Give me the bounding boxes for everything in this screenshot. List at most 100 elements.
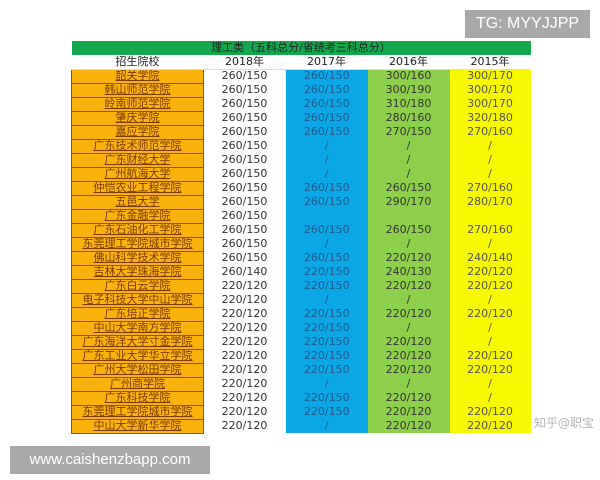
- table-row: 韶关学院 260/150 260/150 300/160 300/170: [71, 68, 531, 84]
- school-name: 电子科技大学中山学院: [71, 292, 204, 308]
- score-2017: /: [285, 377, 368, 391]
- table-row: 肇庆学院 260/150 260/150 280/160 320/180: [71, 110, 531, 126]
- score-2015: 300/170: [449, 97, 531, 111]
- score-2017: /: [285, 293, 368, 307]
- school-name: 韶关学院: [71, 68, 204, 84]
- score-2018: 220/120: [203, 335, 286, 349]
- score-2015: /: [449, 321, 531, 335]
- table-row: 吉林大学珠海学院 260/140 220/150 240/130 220/120: [71, 264, 531, 280]
- score-2016: 220/120: [367, 391, 450, 405]
- score-2016: 280/160: [367, 111, 450, 125]
- table-row: 广东海洋大学寸金学院 220/120 220/150 220/120/: [71, 334, 531, 350]
- table-row: 韩山师范学院 260/150 260/150 300/190 300/170: [71, 82, 531, 98]
- score-2015: 220/120: [449, 363, 531, 377]
- score-2015: /: [449, 377, 531, 391]
- site-url-label: www.caishenzbapp.com: [10, 446, 210, 474]
- table-row: 东莞理工学院城市学院 220/120 220/150 220/120 220/120: [71, 404, 531, 420]
- table-row: 广东工业大学华立学院 220/120 220/150 220/120 220/120: [71, 348, 531, 364]
- header-2018: 2018年: [203, 55, 286, 70]
- score-2016: 260/150: [367, 223, 450, 237]
- score-2016: /: [367, 153, 450, 167]
- zhihu-watermark: 知乎@职宝: [534, 416, 595, 430]
- score-2016: 270/150: [367, 125, 450, 139]
- score-2016: 300/160: [367, 69, 450, 83]
- score-2018: 260/150: [203, 181, 286, 195]
- table-row: 广东技术师范学院 260/150// /: [71, 138, 531, 154]
- score-2017: 260/150: [285, 181, 368, 195]
- school-name: 广东财经大学: [71, 152, 204, 168]
- score-2017: /: [285, 167, 368, 181]
- score-2015: 320/180: [449, 111, 531, 125]
- score-2018: 260/150: [203, 195, 286, 209]
- score-2018: 220/120: [203, 391, 286, 405]
- score-2015: 220/120: [449, 279, 531, 293]
- score-2015: 220/120: [449, 349, 531, 363]
- table-row: 广东科技学院 220/120 220/150 220/120/: [71, 390, 531, 406]
- score-2018: 220/120: [203, 279, 286, 293]
- school-name: 广东技术师范学院: [71, 138, 204, 154]
- score-2016: /: [367, 293, 450, 307]
- score-2016: 290/170: [367, 195, 450, 209]
- score-2016: 220/120: [367, 251, 450, 265]
- score-2017: 260/150: [285, 195, 368, 209]
- score-2017: 220/150: [285, 391, 368, 405]
- table-row: 五邑大学 260/150 260/150 290/170 280/170: [71, 194, 531, 210]
- table-row: 广州航海大学 260/150// /: [71, 166, 531, 182]
- score-2015: /: [449, 139, 531, 153]
- score-2016: /: [367, 377, 450, 391]
- school-name: 吉林大学珠海学院: [71, 264, 204, 280]
- score-2015: /: [449, 335, 531, 349]
- score-2017: 260/150: [285, 69, 368, 83]
- score-2017: 220/150: [285, 349, 368, 363]
- school-name: 岭南师范学院: [71, 96, 204, 112]
- score-2017: 220/150: [285, 307, 368, 321]
- score-2016: /: [367, 237, 450, 251]
- score-2015: 300/170: [449, 83, 531, 97]
- table-row: 广州商学院 220/120// /: [71, 376, 531, 392]
- table-row: 中山大学新华学院 220/120/220/120 220/120: [71, 418, 531, 434]
- table-row: 岭南师范学院 260/150 260/150 310/180 300/170: [71, 96, 531, 112]
- school-name: 五邑大学: [71, 194, 204, 210]
- score-2018: 260/150: [203, 209, 286, 223]
- score-2017: /: [285, 419, 368, 433]
- score-2017: 220/150: [285, 363, 368, 377]
- score-2015: 270/160: [449, 125, 531, 139]
- score-2018: 260/150: [203, 167, 286, 181]
- score-2015: 280/170: [449, 195, 531, 209]
- score-2018: 260/150: [203, 125, 286, 139]
- score-2016: 220/120: [367, 307, 450, 321]
- admission-score-table: 理工类（五科总分/省统考三科总分） 招生院校 2018年 2017年 2016年…: [71, 41, 531, 434]
- score-2018: 220/120: [203, 419, 286, 433]
- table-row: 广东财经大学 260/150// /: [71, 152, 531, 168]
- score-2018: 260/150: [203, 97, 286, 111]
- score-2018: 220/120: [203, 307, 286, 321]
- score-2018: 260/150: [203, 69, 286, 83]
- table-title-row: 理工类（五科总分/省统考三科总分）: [71, 41, 531, 55]
- score-2015: 220/120: [449, 405, 531, 419]
- header-2015: 2015年: [449, 55, 531, 70]
- table-row: 广东金融学院 260/150: [71, 208, 531, 224]
- score-2015: 220/120: [449, 307, 531, 321]
- score-2015: /: [449, 293, 531, 307]
- score-2018: 260/150: [203, 139, 286, 153]
- score-2015: 300/170: [449, 69, 531, 83]
- header-row: 招生院校 2018年 2017年 2016年 2015年: [71, 55, 531, 70]
- score-2017: /: [285, 139, 368, 153]
- score-2016: 300/190: [367, 83, 450, 97]
- school-name: 广东培正学院: [71, 306, 204, 322]
- score-2017: 220/150: [285, 335, 368, 349]
- score-2018: 220/120: [203, 293, 286, 307]
- score-2016: 220/120: [367, 349, 450, 363]
- score-2016: 310/180: [367, 97, 450, 111]
- score-2016: 220/120: [367, 405, 450, 419]
- score-2016: /: [367, 167, 450, 181]
- score-2016: 240/130: [367, 265, 450, 279]
- table-row: 嘉应学院 260/150 260/150 270/150 270/160: [71, 124, 531, 140]
- score-2015: 270/160: [449, 223, 531, 237]
- school-name: 肇庆学院: [71, 110, 204, 126]
- table-row: 佛山科学技术学院 260/150 260/150 220/120 240/140: [71, 250, 531, 266]
- score-2016: 220/120: [367, 363, 450, 377]
- score-2017: 260/150: [285, 251, 368, 265]
- score-2018: 260/150: [203, 251, 286, 265]
- score-2016: [367, 209, 450, 223]
